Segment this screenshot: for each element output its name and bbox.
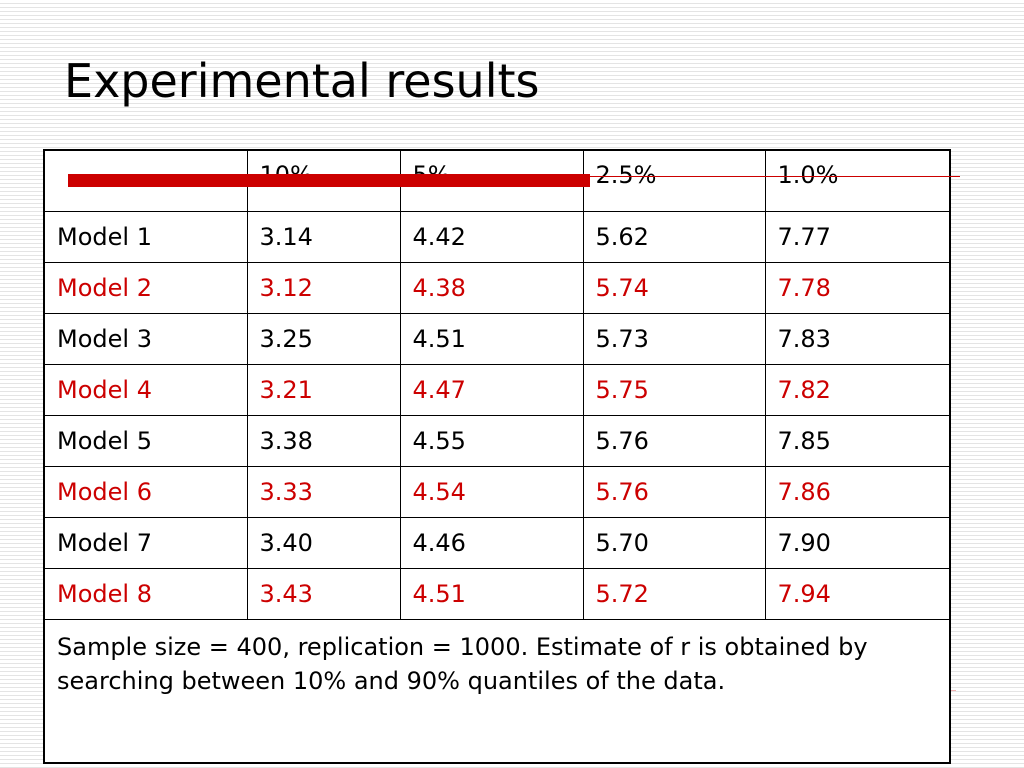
table-cell: 5.62 xyxy=(582,211,766,263)
table-cell: 4.51 xyxy=(399,313,584,365)
table-cell: 3.33 xyxy=(246,466,401,518)
table-cell: 3.25 xyxy=(246,313,401,365)
table-row: Model 5 3.38 4.55 5.76 7.85 xyxy=(43,415,951,467)
row-label: Model 7 xyxy=(43,517,248,569)
table-cell: 7.94 xyxy=(764,568,951,620)
table-cell: 3.40 xyxy=(246,517,401,569)
table-row: Model 8 3.43 4.51 5.72 7.94 xyxy=(43,568,951,620)
table-cell: 5.75 xyxy=(582,364,766,416)
note-row: Sample size = 400, replication = 1000. E… xyxy=(43,619,951,764)
table-cell: 5.76 xyxy=(582,466,766,518)
table-cell: 7.90 xyxy=(764,517,951,569)
table-cell: 3.38 xyxy=(246,415,401,467)
row-label: Model 6 xyxy=(43,466,248,518)
row-label: Model 1 xyxy=(43,211,248,263)
row-label: Model 2 xyxy=(43,262,248,314)
table-row: Model 6 3.33 4.54 5.76 7.86 xyxy=(43,466,951,518)
table-row: Model 2 3.12 4.38 5.74 7.78 xyxy=(43,262,951,314)
table-cell: 7.78 xyxy=(764,262,951,314)
header-cell-1-0pct: 1.0% xyxy=(764,149,951,212)
table-cell: 3.43 xyxy=(246,568,401,620)
thin-red-rule xyxy=(590,176,960,177)
table-cell: 4.51 xyxy=(399,568,584,620)
table-cell: 3.21 xyxy=(246,364,401,416)
table-row: Model 4 3.21 4.47 5.75 7.82 xyxy=(43,364,951,416)
table-note: Sample size = 400, replication = 1000. E… xyxy=(43,619,951,764)
table-cell: 7.83 xyxy=(764,313,951,365)
table-cell: 3.14 xyxy=(246,211,401,263)
title-underline-bar xyxy=(68,174,590,187)
table-row: Model 7 3.40 4.46 5.70 7.90 xyxy=(43,517,951,569)
table-cell: 5.73 xyxy=(582,313,766,365)
table-cell: 7.77 xyxy=(764,211,951,263)
row-label: Model 8 xyxy=(43,568,248,620)
results-table: 10% 5% 2.5% 1.0% Model 1 3.14 4.42 5.62 … xyxy=(43,149,951,764)
row-label: Model 4 xyxy=(43,364,248,416)
row-label: Model 5 xyxy=(43,415,248,467)
bottom-rule xyxy=(948,690,956,691)
table-cell: 3.12 xyxy=(246,262,401,314)
table-cell: 4.38 xyxy=(399,262,584,314)
table-cell: 5.72 xyxy=(582,568,766,620)
table-cell: 5.74 xyxy=(582,262,766,314)
table-cell: 7.85 xyxy=(764,415,951,467)
slide-title: Experimental results xyxy=(64,54,540,108)
table-cell: 4.54 xyxy=(399,466,584,518)
row-label: Model 3 xyxy=(43,313,248,365)
table-cell: 5.70 xyxy=(582,517,766,569)
table-cell: 7.82 xyxy=(764,364,951,416)
table-cell: 4.55 xyxy=(399,415,584,467)
table-cell: 4.46 xyxy=(399,517,584,569)
table-row: Model 3 3.25 4.51 5.73 7.83 xyxy=(43,313,951,365)
table-cell: 7.86 xyxy=(764,466,951,518)
table-cell: 4.47 xyxy=(399,364,584,416)
header-cell-2-5pct: 2.5% xyxy=(582,149,766,212)
table-cell: 4.42 xyxy=(399,211,584,263)
table-row: Model 1 3.14 4.42 5.62 7.77 xyxy=(43,211,951,263)
table-cell: 5.76 xyxy=(582,415,766,467)
